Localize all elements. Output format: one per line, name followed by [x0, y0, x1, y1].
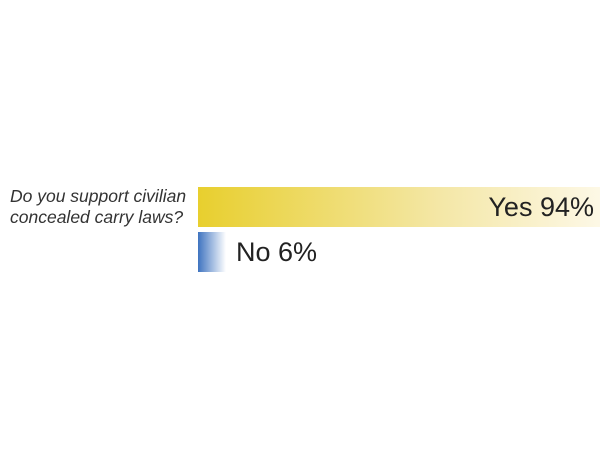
bar-label-no: No 6%	[236, 237, 318, 267]
bar-label-yes: Yes 94%	[488, 192, 594, 222]
bar-no	[198, 232, 226, 272]
question-label: Do you support civilian concealed carry …	[10, 186, 187, 227]
bar-yes	[198, 187, 600, 227]
